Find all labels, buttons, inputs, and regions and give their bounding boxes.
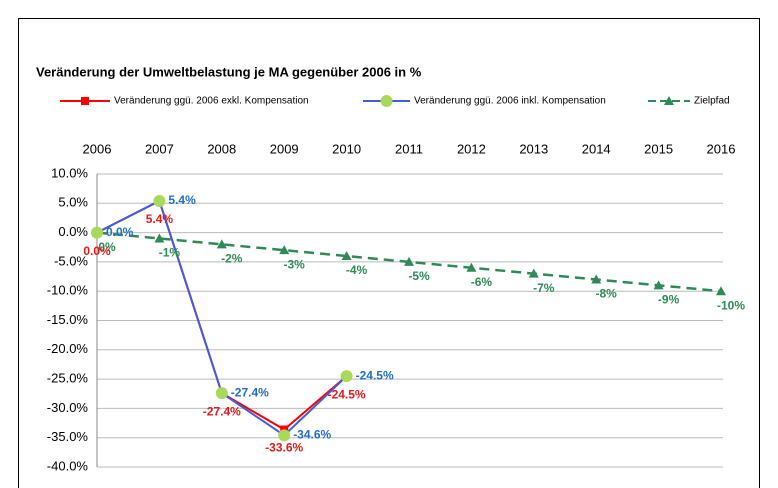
data-label: -1% bbox=[159, 246, 181, 260]
data-point bbox=[279, 245, 290, 255]
data-point bbox=[340, 370, 353, 383]
legend-label: Veränderung ggü. 2006 inkl. Kompensation bbox=[414, 96, 606, 107]
y-tick-label: -35.0% bbox=[47, 429, 89, 444]
data-point bbox=[404, 256, 414, 266]
data-label: 0.0% bbox=[83, 244, 111, 258]
data-label: -33.6% bbox=[265, 441, 303, 455]
data-point bbox=[528, 268, 539, 278]
x-tick-label: 2016 bbox=[707, 141, 736, 156]
legend-marker bbox=[81, 97, 89, 105]
data-label: -27.4% bbox=[231, 385, 269, 399]
data-point bbox=[591, 274, 602, 284]
data-label: -3% bbox=[284, 257, 306, 271]
data-label: -27.4% bbox=[203, 404, 241, 418]
y-tick-label: -20.0% bbox=[47, 341, 89, 356]
y-tick-label: -25.0% bbox=[47, 371, 89, 386]
data-label: -2% bbox=[221, 251, 243, 265]
data-label: -4% bbox=[346, 263, 368, 277]
x-tick-label: 2007 bbox=[145, 141, 174, 156]
data-label: 0% bbox=[98, 240, 116, 254]
legend-label: Zielpfad bbox=[694, 96, 730, 107]
y-tick-label: -15.0% bbox=[47, 312, 89, 327]
legend-marker bbox=[380, 95, 393, 107]
data-point bbox=[278, 429, 291, 442]
data-label: -5% bbox=[408, 269, 430, 283]
y-tick-label: -30.0% bbox=[47, 400, 89, 415]
data-label: 5.4% bbox=[168, 193, 196, 207]
data-point bbox=[341, 251, 352, 261]
legend-label: Veränderung ggü. 2006 exkl. Kompensation bbox=[114, 96, 309, 107]
x-tick-label: 2012 bbox=[457, 141, 486, 156]
x-tick-label: 2010 bbox=[332, 141, 361, 156]
y-tick-label: 10.0% bbox=[51, 165, 88, 180]
chart-border bbox=[18, 18, 760, 488]
data-label: -9% bbox=[658, 293, 680, 307]
x-tick-label: 2008 bbox=[207, 141, 236, 156]
data-label: 0.0% bbox=[106, 225, 134, 239]
data-label: -10% bbox=[717, 298, 745, 312]
data-label: -8% bbox=[596, 287, 618, 301]
y-tick-label: -5.0% bbox=[54, 253, 88, 268]
data-label: 5.4% bbox=[146, 212, 174, 226]
data-point bbox=[215, 387, 228, 400]
data-point bbox=[216, 239, 227, 249]
y-tick-label: -40.0% bbox=[47, 458, 89, 473]
legend-marker bbox=[664, 96, 674, 105]
chart-title: Veränderung der Umweltbelastung je MA ge… bbox=[36, 64, 422, 79]
data-label: -34.6% bbox=[293, 428, 331, 442]
x-tick-label: 2014 bbox=[582, 141, 611, 156]
x-tick-label: 2015 bbox=[644, 141, 673, 156]
x-tick-label: 2006 bbox=[83, 141, 112, 156]
x-tick-label: 2011 bbox=[395, 141, 423, 156]
y-tick-label: 5.0% bbox=[58, 195, 88, 210]
data-label: -6% bbox=[471, 275, 493, 289]
data-point bbox=[154, 233, 165, 243]
data-label: -24.5% bbox=[328, 387, 366, 401]
x-tick-label: 2009 bbox=[270, 141, 299, 156]
y-tick-label: 0.0% bbox=[58, 224, 88, 239]
data-label: -24.5% bbox=[356, 368, 394, 382]
data-point bbox=[153, 194, 166, 207]
x-tick-label: 2013 bbox=[519, 141, 548, 156]
data-label: -7% bbox=[533, 281, 555, 295]
y-tick-label: -10.0% bbox=[47, 283, 89, 298]
data-point bbox=[716, 286, 726, 296]
data-point bbox=[653, 280, 664, 290]
data-point bbox=[91, 226, 103, 239]
data-point bbox=[466, 262, 477, 272]
